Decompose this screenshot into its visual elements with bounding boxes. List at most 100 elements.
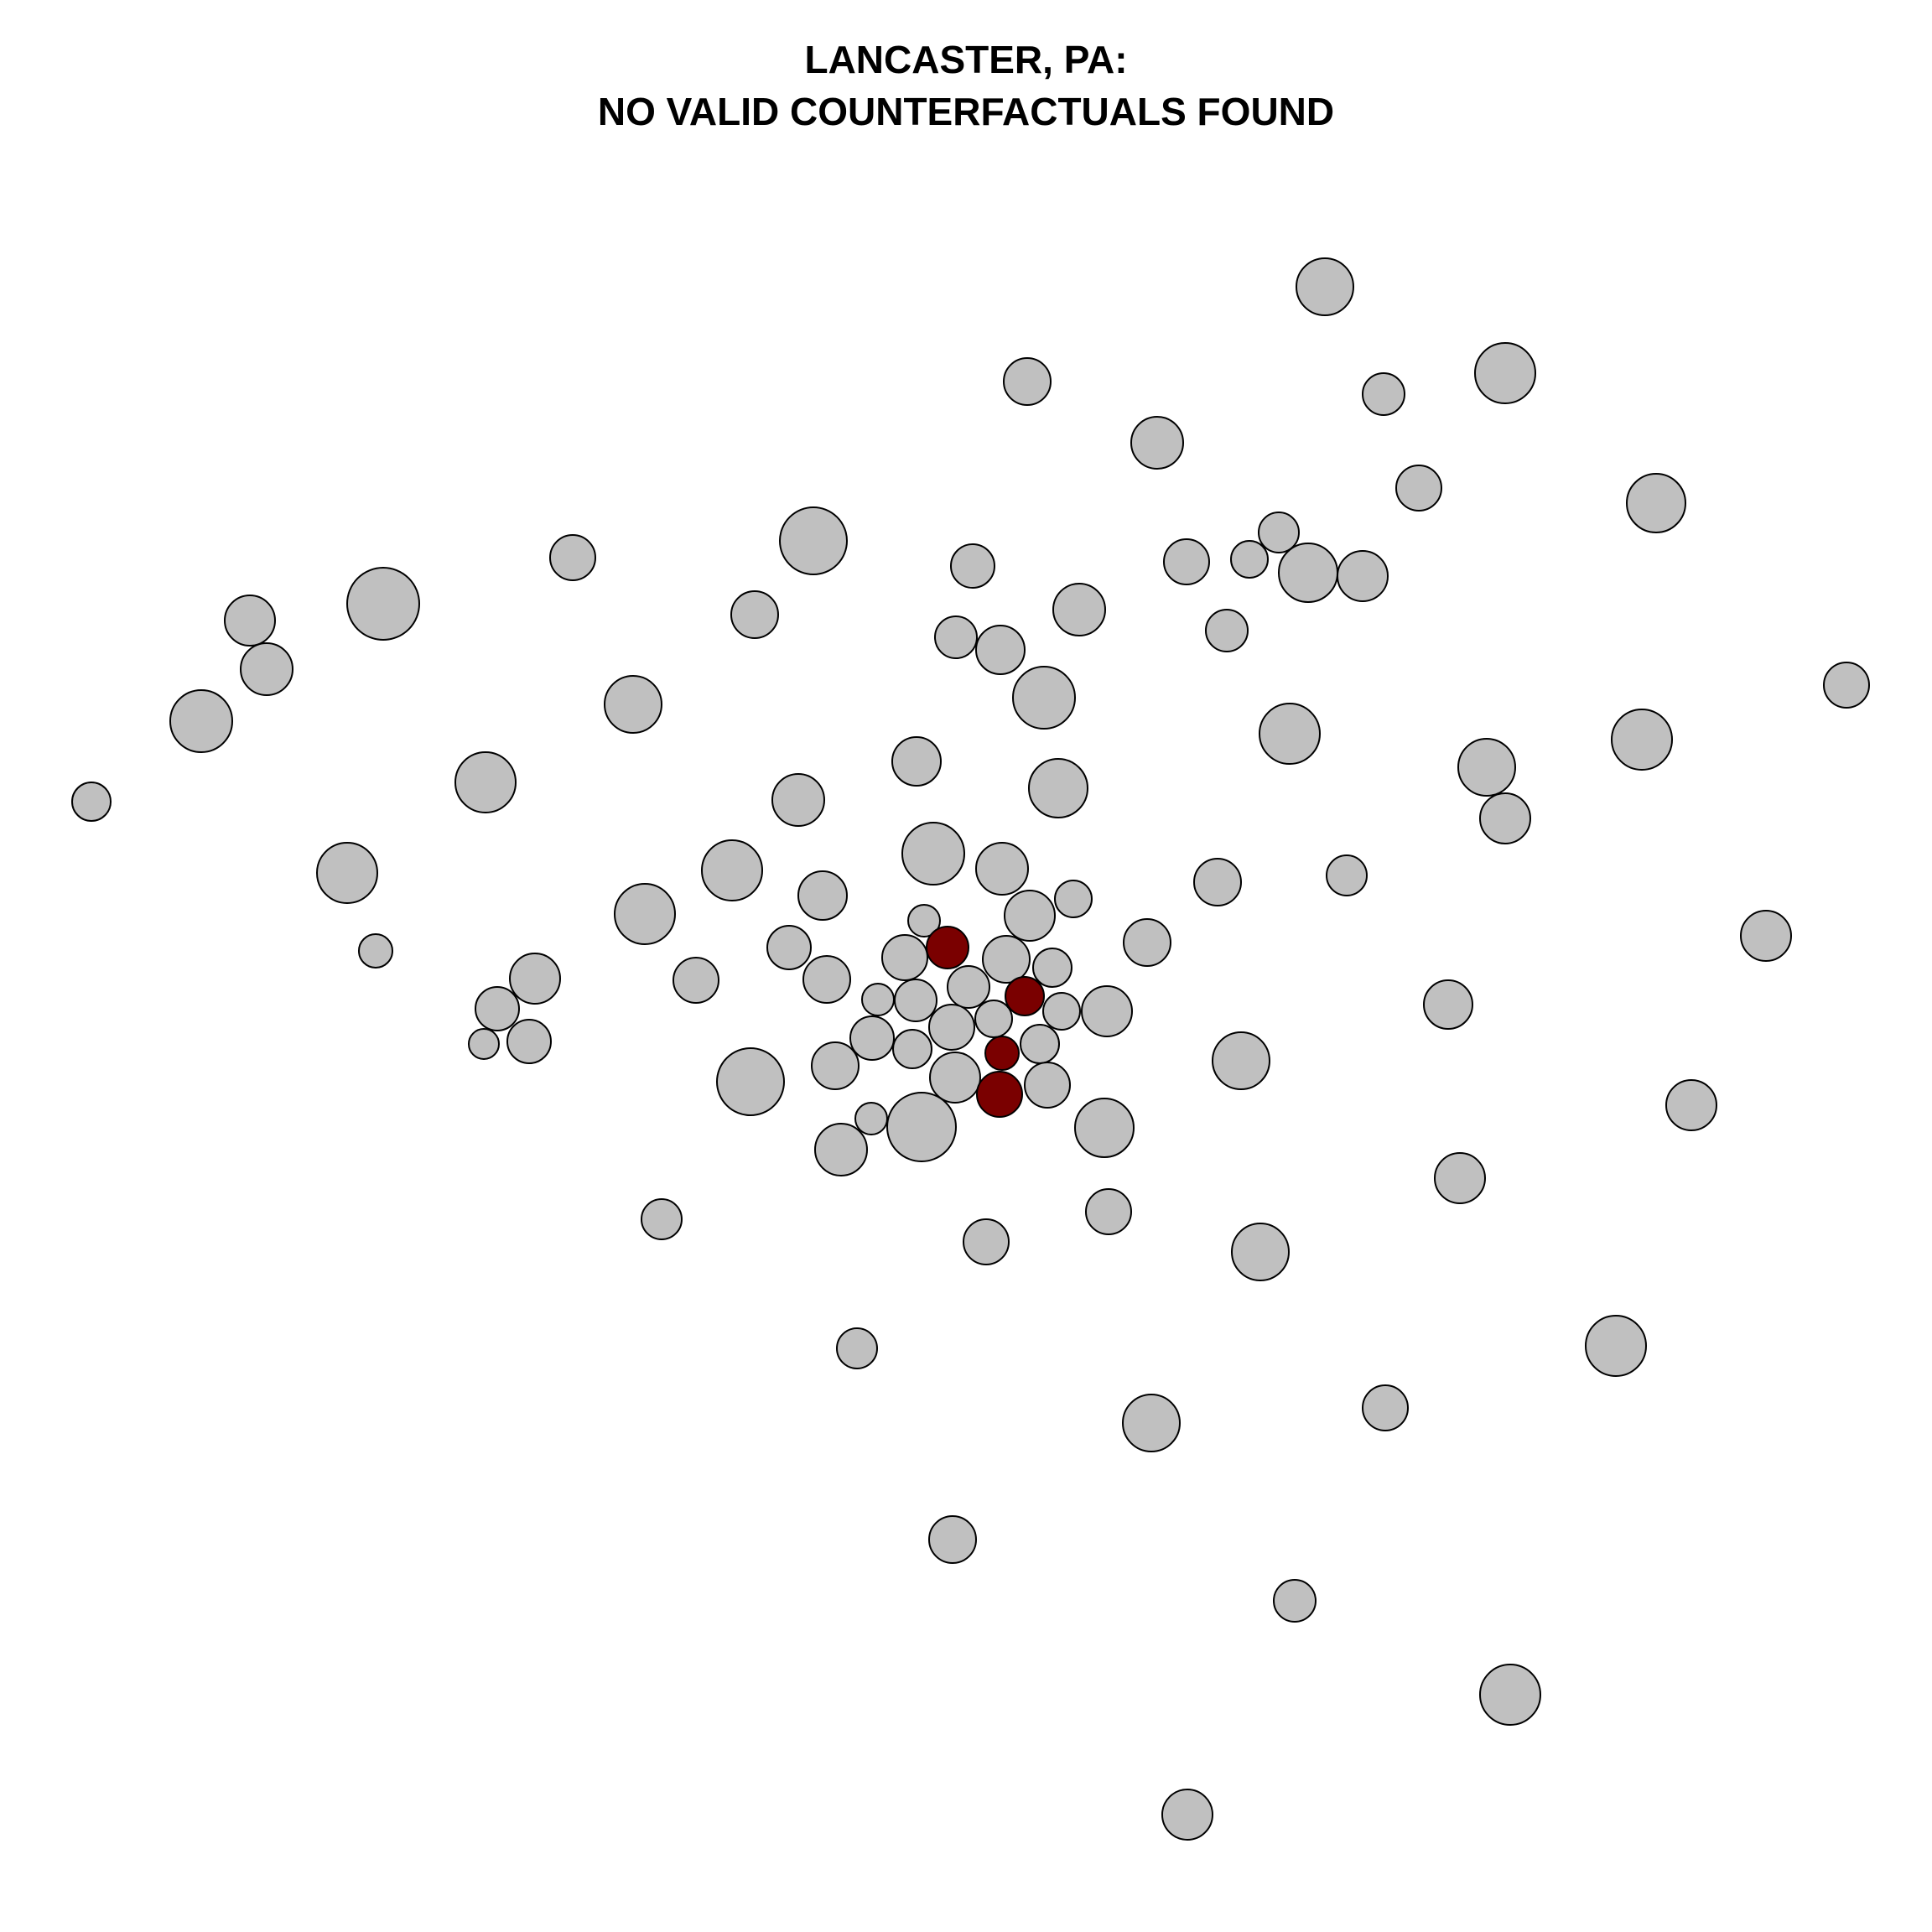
point-9 (1230, 540, 1269, 579)
point-83 (641, 1198, 683, 1240)
point-39 (975, 842, 1029, 896)
point-13 (779, 506, 848, 575)
highlighted-point-1 (926, 926, 969, 969)
point-69 (468, 1028, 500, 1060)
point-28 (1259, 703, 1321, 765)
point-78 (854, 1102, 888, 1135)
point-76 (1024, 1062, 1071, 1109)
point-80 (1074, 1098, 1135, 1158)
point-32 (891, 736, 942, 787)
point-41 (797, 870, 848, 921)
point-49 (1740, 910, 1792, 962)
point-18 (730, 590, 779, 639)
point-81 (814, 1123, 868, 1176)
point-40 (701, 839, 763, 901)
point-56 (673, 957, 719, 1004)
point-70 (892, 1029, 932, 1069)
point-8 (1258, 512, 1300, 553)
point-62 (1042, 992, 1081, 1031)
point-75 (929, 1052, 981, 1104)
point-85 (963, 1218, 1010, 1265)
point-45 (1004, 890, 1056, 942)
point-77 (1665, 1079, 1717, 1131)
point-19 (934, 615, 978, 659)
point-25 (169, 689, 233, 753)
point-23 (224, 595, 276, 647)
point-5 (1130, 416, 1184, 470)
points-layer (71, 257, 1870, 1841)
point-93 (1479, 1664, 1541, 1726)
point-47 (907, 904, 941, 937)
point-79 (886, 1092, 957, 1162)
point-16 (1052, 583, 1106, 636)
point-11 (1278, 543, 1338, 603)
point-6 (1395, 465, 1442, 512)
point-61 (894, 979, 937, 1022)
point-12 (1337, 550, 1389, 602)
point-82 (1434, 1152, 1486, 1204)
point-89 (1362, 1384, 1409, 1431)
point-84 (1085, 1188, 1132, 1235)
point-7 (1626, 473, 1686, 533)
point-46 (614, 883, 676, 945)
point-74 (811, 1041, 860, 1090)
point-14 (549, 534, 596, 581)
point-37 (316, 842, 378, 904)
point-52 (881, 934, 928, 981)
point-3 (1362, 372, 1405, 416)
point-27 (1823, 662, 1870, 709)
point-17 (1205, 609, 1249, 652)
point-66 (928, 1004, 975, 1051)
point-20 (975, 625, 1026, 675)
point-10 (1163, 538, 1210, 585)
point-34 (771, 773, 825, 827)
point-24 (240, 642, 293, 696)
point-55 (509, 953, 561, 1005)
point-86 (1231, 1223, 1290, 1281)
point-65 (974, 1000, 1013, 1038)
point-29 (1611, 709, 1673, 771)
chart-title: LANCASTER, PA: NO VALID COUNTERFACTUALS … (0, 34, 1932, 138)
point-58 (947, 965, 990, 1009)
point-26 (604, 675, 662, 734)
point-33 (1028, 758, 1088, 818)
point-36 (454, 751, 517, 813)
point-57 (802, 955, 851, 1004)
chart-title-line-2: NO VALID COUNTERFACTUALS FOUND (597, 90, 1335, 133)
point-71 (1020, 1024, 1060, 1064)
point-90 (1122, 1394, 1181, 1452)
point-88 (1585, 1315, 1647, 1377)
point-2 (1003, 357, 1052, 406)
highlighted-point-4 (976, 1071, 1023, 1118)
point-87 (836, 1327, 878, 1369)
point-72 (1212, 1031, 1270, 1090)
point-67 (849, 1015, 895, 1061)
point-92 (1273, 1579, 1317, 1623)
point-63 (1081, 985, 1133, 1037)
point-35 (71, 782, 112, 822)
point-51 (766, 925, 812, 970)
point-50 (358, 933, 393, 969)
point-1 (1296, 257, 1354, 316)
point-22 (346, 567, 420, 641)
point-64 (1423, 979, 1473, 1030)
point-54 (1032, 948, 1072, 988)
point-48 (1123, 918, 1171, 967)
point-31 (1479, 792, 1531, 844)
point-38 (901, 822, 965, 886)
chart-title-line-1: LANCASTER, PA: (804, 38, 1128, 81)
highlighted-point-3 (984, 1036, 1020, 1071)
point-73 (716, 1047, 785, 1116)
point-15 (950, 543, 995, 589)
point-59 (475, 986, 520, 1031)
point-30 (1457, 738, 1516, 797)
point-53 (982, 935, 1031, 984)
point-68 (506, 1019, 552, 1064)
point-21 (1012, 666, 1076, 730)
point-91 (928, 1515, 977, 1564)
point-4 (1474, 342, 1536, 404)
highlighted-point-2 (1005, 976, 1045, 1016)
point-60 (861, 983, 895, 1016)
point-43 (1326, 854, 1368, 896)
